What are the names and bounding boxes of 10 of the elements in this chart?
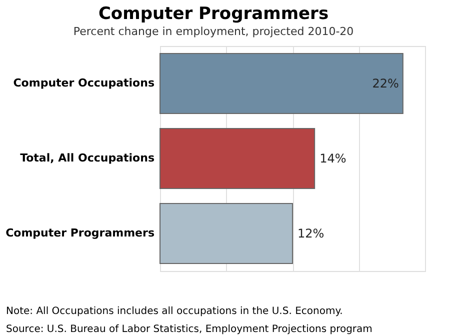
data-label: 22%	[372, 76, 399, 90]
y-tick-label: Computer Occupations	[13, 76, 155, 90]
source-note: Source: U.S. Bureau of Labor Statistics, Employment Projections program	[6, 324, 372, 335]
chart-title: Computer Programmers	[98, 4, 329, 24]
chart-subtitle: Percent change in employment, projected 2010-20	[73, 25, 354, 38]
data-label: 14%	[320, 152, 346, 166]
text: Note: All Occupations includes all occupations in the U.S. Economy.	[6, 306, 343, 317]
data-label: 12%	[298, 226, 324, 240]
y-tick-label: Computer Programmers	[6, 226, 155, 240]
y-tick-label: Total, All Occupations	[20, 152, 155, 164]
